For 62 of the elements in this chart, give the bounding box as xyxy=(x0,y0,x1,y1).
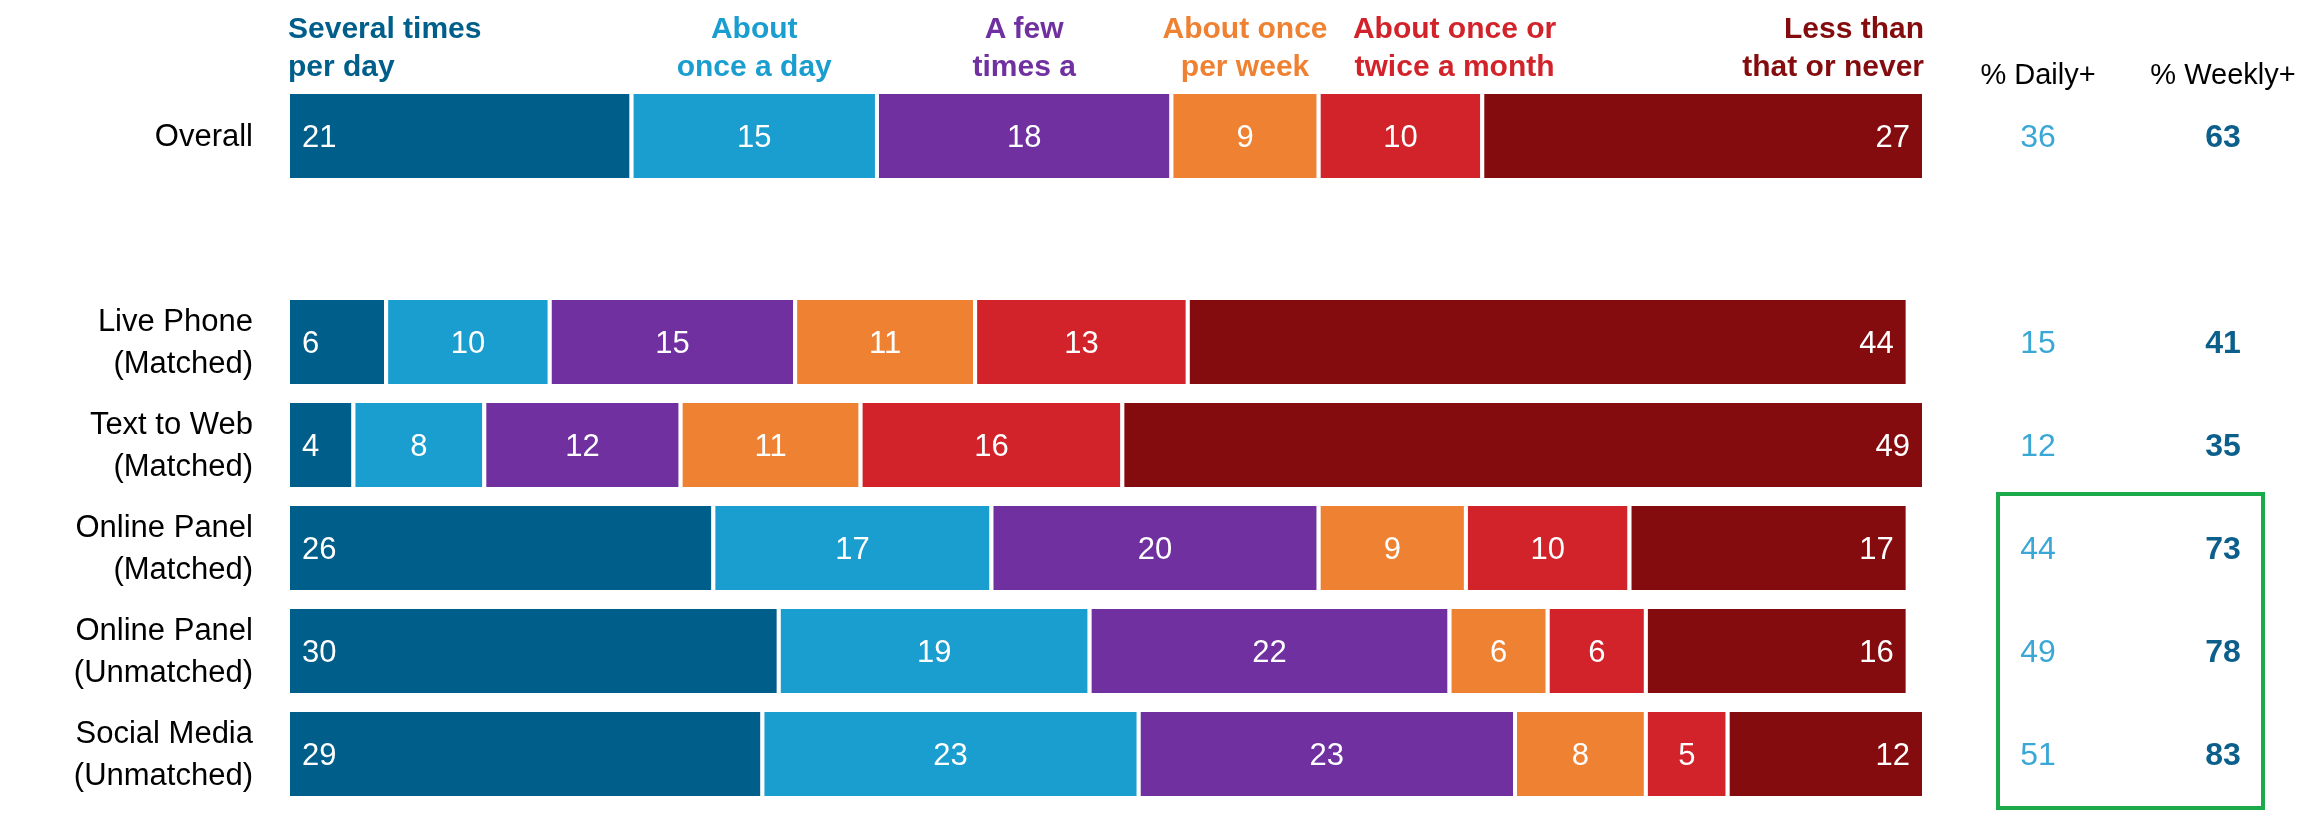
data-label: 23 xyxy=(1309,737,1345,772)
data-label: 4 xyxy=(302,428,320,463)
text: 36 xyxy=(2020,118,2056,154)
series-label: About once a day xyxy=(676,11,833,82)
data-label: 9 xyxy=(1383,531,1401,566)
data-label: 10 xyxy=(1530,531,1565,566)
text: 49 xyxy=(2020,633,2056,669)
data-label: 15 xyxy=(737,119,772,154)
data-label: 17 xyxy=(835,531,870,566)
series-label: About once or twice a month xyxy=(1352,11,1557,82)
text: % Weekly+ xyxy=(2150,58,2296,90)
text: 15 xyxy=(2020,324,2056,360)
text: 63 xyxy=(2205,118,2241,154)
y-tick-label: Live Phone (Matched) xyxy=(97,303,253,380)
y-tick-label: Overall xyxy=(154,118,253,153)
text: % Daily+ xyxy=(1980,58,2096,90)
data-label: 22 xyxy=(1252,634,1287,669)
data-label: 44 xyxy=(1859,325,1894,360)
y-tick-label: Online Panel (Matched) xyxy=(75,509,253,586)
data-label: 49 xyxy=(1875,428,1910,463)
data-label: 6 xyxy=(1588,634,1606,669)
data-label: 12 xyxy=(1875,737,1910,772)
data-label: 5 xyxy=(1678,737,1696,772)
data-label: 6 xyxy=(1490,634,1508,669)
data-label: 30 xyxy=(302,634,337,669)
data-label: 8 xyxy=(1571,737,1590,772)
text: 41 xyxy=(2205,324,2241,360)
text: 44 xyxy=(2020,530,2056,566)
data-label: 9 xyxy=(1236,119,1254,154)
series-label: A few times a xyxy=(972,11,1077,82)
series-label: Less than that or never xyxy=(1742,11,1925,82)
data-label: 12 xyxy=(565,428,600,463)
y-tick-label: Text to Web (Matched) xyxy=(89,406,253,483)
text: 83 xyxy=(2205,736,2241,772)
data-label: 23 xyxy=(933,737,968,772)
text: 78 xyxy=(2205,633,2241,669)
text: 35 xyxy=(2205,427,2241,463)
series-label: About once per week xyxy=(1162,11,1328,82)
data-label: 10 xyxy=(1383,119,1418,154)
data-label: 16 xyxy=(1859,634,1894,669)
text: 73 xyxy=(2205,530,2241,566)
y-tick-label: Social Media (Unmatched) xyxy=(73,715,254,792)
data-label: 11 xyxy=(754,428,787,463)
data-label: 11 xyxy=(869,325,902,360)
data-label: 17 xyxy=(1859,531,1894,566)
data-label: 27 xyxy=(1875,119,1910,154)
data-label: 8 xyxy=(410,428,428,463)
data-label: 21 xyxy=(302,119,337,154)
series-label: Several times per day xyxy=(288,11,482,82)
data-label: 19 xyxy=(916,634,952,669)
data-label: 15 xyxy=(655,325,690,360)
data-label: 13 xyxy=(1064,325,1099,360)
text: 51 xyxy=(2020,736,2056,772)
data-label: 26 xyxy=(302,531,337,566)
data-label: 18 xyxy=(1006,119,1042,154)
data-label: 29 xyxy=(302,737,337,772)
y-tick-label: Online Panel (Unmatched) xyxy=(73,612,253,689)
data-label: 10 xyxy=(450,325,486,360)
text: 12 xyxy=(2020,427,2056,463)
data-label: 20 xyxy=(1137,531,1173,566)
data-label: 6 xyxy=(302,325,320,360)
data-label: 16 xyxy=(974,428,1009,463)
